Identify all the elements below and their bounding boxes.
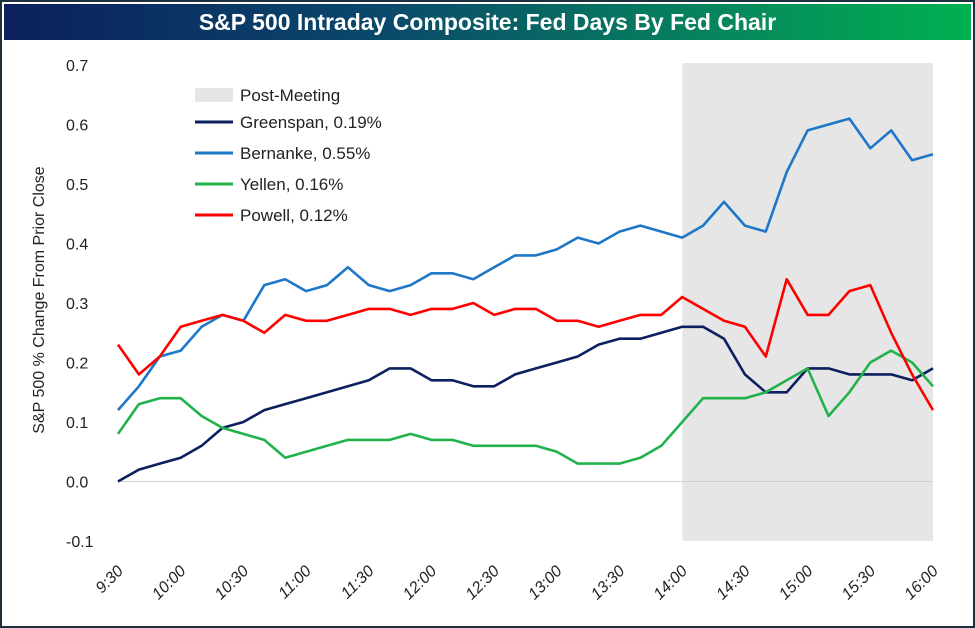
y-tick-label: 0.4 — [66, 237, 88, 254]
chart-title: S&P 500 Intraday Composite: Fed Days By … — [4, 4, 971, 40]
x-tick-label: 10:30 — [212, 563, 252, 603]
x-tick-label: 15:30 — [839, 563, 879, 603]
x-tick-label: 10:00 — [149, 563, 189, 603]
x-tick-label: 11:30 — [338, 563, 378, 603]
x-tick-label: 11:00 — [275, 563, 315, 603]
x-tick-label: 14:30 — [713, 563, 753, 603]
series-line-powell — [116, 277, 935, 411]
y-tick-label: 0.1 — [66, 415, 88, 432]
legend-label: Greenspan, 0.19% — [240, 113, 382, 132]
y-tick-label: 0.3 — [66, 296, 88, 313]
x-tick-label: 12:00 — [400, 563, 440, 603]
series-line-yellen — [116, 349, 934, 465]
x-tick-label: 13:00 — [525, 563, 565, 603]
y-tick-label: 0.6 — [66, 118, 88, 135]
x-tick-label: 9:30 — [93, 563, 127, 597]
series-line-greenspan — [117, 325, 934, 483]
x-tick-label: 14:00 — [651, 563, 691, 603]
legend-label: Powell, 0.12% — [240, 206, 348, 225]
y-tick-label: 0.0 — [66, 475, 88, 492]
legend: Post-Meeting Greenspan, 0.19% Bernanke, 0.… — [195, 86, 382, 225]
series-line-bernanke — [117, 117, 934, 411]
legend-swatch-post-meeting — [195, 88, 233, 102]
y-tick-label: 0.5 — [66, 177, 88, 194]
legend-label: Post-Meeting — [240, 86, 340, 105]
y-tick-label: 0.7 — [66, 58, 88, 75]
x-tick-label: 12:30 — [463, 563, 503, 603]
x-tick-label: 16:00 — [901, 563, 941, 603]
x-tick-label: 13:30 — [588, 563, 628, 603]
y-axis-label: S&P 500 % Change From Prior Close — [31, 166, 48, 433]
legend-label: Yellen, 0.16% — [240, 175, 343, 194]
x-tick-label: 15:00 — [776, 563, 816, 603]
y-tick-label: -0.1 — [66, 534, 94, 551]
y-tick-label: 0.2 — [66, 356, 88, 373]
post-meeting-shade — [682, 63, 933, 541]
legend-label: Bernanke, 0.55% — [240, 144, 370, 163]
